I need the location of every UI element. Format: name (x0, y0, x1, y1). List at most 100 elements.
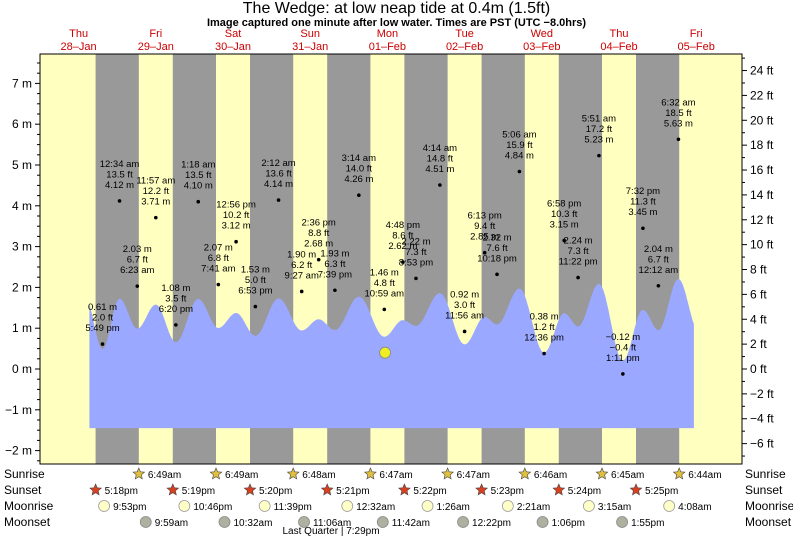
day-date: 04–Feb (600, 41, 637, 53)
day-date: 31–Jan (292, 41, 328, 53)
high-tide-label: 5:06 am (502, 130, 536, 141)
y-right-tick-label: 0 ft (750, 362, 767, 376)
moonset-icon (376, 516, 389, 528)
y-right-tick-label: 4 ft (750, 312, 767, 326)
day-weekday: Sun (300, 28, 320, 40)
tide-point (154, 215, 158, 220)
day-weekday: Sat (225, 28, 242, 40)
high-tide-label: 10.3 ft (551, 209, 578, 220)
row-time: 9:59am (155, 518, 188, 529)
row-time: 6:49am (225, 470, 258, 481)
tide-point (234, 239, 238, 244)
high-tide-label: 11:22 pm (559, 257, 598, 268)
y-left-tick-label: −2 m (5, 444, 32, 458)
high-tide-label: 13.5 ft (185, 170, 212, 181)
high-tide-label: 6.3 ft (324, 259, 345, 270)
tide-curve (89, 279, 694, 429)
high-tide-label: 13.6 ft (265, 169, 292, 180)
moonrise-icon (98, 500, 110, 512)
moonrise-icon (178, 500, 191, 512)
moonrise-icon (582, 500, 595, 512)
high-tide-label: 3:14 am (342, 153, 376, 164)
high-tide-label: 8.8 ft (308, 228, 329, 239)
high-tide-label: 12.2 ft (143, 186, 170, 197)
tide-point (174, 323, 178, 327)
day-weekday: Thu (69, 28, 88, 40)
tide-point (276, 198, 281, 202)
sunrise-icon (441, 467, 455, 480)
tide-point (253, 304, 258, 309)
sunrise-icon (132, 467, 146, 480)
water-area (89, 279, 694, 429)
high-tide-label: 5.23 m (584, 135, 613, 146)
day-date: 30–Jan (215, 41, 251, 53)
moonrise-icon (341, 500, 354, 512)
moonrise-icon (421, 500, 434, 512)
row-time: 9:53pm (113, 502, 146, 513)
row-label-left: Moonrise (4, 499, 54, 513)
sunset-icon (475, 483, 489, 496)
row-time: 5:23pm (491, 486, 524, 497)
row-time: 6:47am (457, 470, 490, 481)
high-tide-label: 3.15 m (550, 219, 579, 230)
high-tide-label: 7.3 ft (405, 247, 426, 258)
y-right-tick-label: 12 ft (750, 213, 774, 227)
y-right-tick-label: 6 ft (750, 287, 767, 301)
high-tide-label: 2.62 m (388, 241, 417, 252)
y-right-tick-label: −4 ft (750, 412, 774, 426)
row-label-right: Moonrise (745, 499, 793, 513)
day-date: 03–Feb (523, 41, 560, 53)
high-tide-label: 13.5 ft (106, 169, 133, 180)
high-tide-label: 1.08 m (161, 283, 190, 294)
row-time: 5:18pm (105, 486, 138, 497)
row-time: 10:32am (234, 518, 273, 529)
high-tide-label: 7:39 pm (318, 269, 352, 280)
row-time: 6:48am (302, 470, 335, 481)
high-tide-label: 0.92 m (450, 289, 479, 300)
tide-point (333, 288, 337, 293)
high-tide-label: 12:34 am (100, 159, 140, 170)
moonset-icon (536, 516, 549, 528)
row-time: 1:06pm (552, 518, 585, 529)
high-tide-label: 1:11 pm (606, 353, 640, 364)
high-tide-label: 17.2 ft (586, 124, 613, 135)
high-tide-label: 6:13 pm (468, 211, 502, 222)
y-left-tick-label: 3 m (12, 240, 32, 254)
y-right-tick-label: 24 ft (750, 64, 774, 78)
high-tide-label: 2.68 m (304, 239, 333, 250)
day-weekday: Fri (690, 28, 703, 40)
high-tide-label: 12:36 pm (524, 332, 564, 343)
high-tide-label: 8.6 ft (392, 231, 413, 242)
tide-point (676, 137, 681, 142)
day-date: 01–Feb (369, 41, 406, 53)
high-tide-label: 4:48 pm (386, 220, 420, 231)
row-label-left: Sunrise (4, 467, 45, 481)
high-tide-label: 3.5 ft (165, 293, 186, 304)
high-tide-label: 6.2 ft (291, 260, 312, 271)
y-right-tick-label: −2 ft (750, 387, 774, 401)
y-left-tick-label: 0 m (12, 362, 32, 376)
sunrise-icon (518, 467, 532, 480)
tide-point (576, 275, 580, 280)
high-tide-label: 4.51 m (425, 164, 454, 175)
high-tide-label: 4.8 ft (374, 278, 395, 289)
high-tide-label: 7:32 pm (626, 186, 660, 197)
high-tide-label: 9:27 am (285, 270, 319, 281)
moonset-icon (457, 516, 469, 528)
high-tide-label: 1:18 am (181, 160, 215, 171)
high-tide-label: 2:12 am (261, 158, 295, 169)
tide-point (462, 329, 467, 334)
tide-point (621, 372, 625, 376)
high-tide-label: 6.7 ft (127, 255, 148, 266)
day-date: 29–Jan (138, 41, 174, 53)
row-time: 5:25pm (645, 486, 678, 497)
high-tide-label: 5:49 pm (85, 323, 119, 334)
row-label-left: Sunset (4, 483, 42, 497)
tide-point (542, 351, 546, 356)
row-time: 1:26am (437, 502, 470, 513)
row-time: 11:39pm (274, 502, 312, 513)
moonrise-icon (501, 500, 514, 512)
high-tide-label: 6:23 am (120, 265, 154, 276)
